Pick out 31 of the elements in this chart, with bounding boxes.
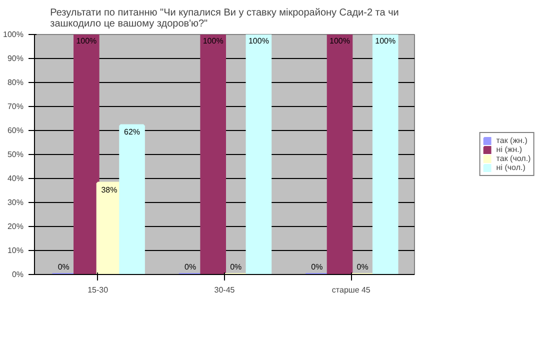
data-label: 100% bbox=[375, 36, 396, 46]
y-tick-label: 20% bbox=[7, 222, 24, 231]
y-tick-label: 60% bbox=[7, 126, 24, 135]
y-tick-label: 100% bbox=[3, 30, 24, 39]
data-label: 38% bbox=[101, 185, 118, 194]
data-label: 100% bbox=[76, 36, 97, 46]
y-tick-label: 0% bbox=[12, 270, 24, 279]
data-label: 0% bbox=[230, 262, 242, 272]
x-tick-label: старше 45 bbox=[332, 286, 371, 294]
data-label: 0% bbox=[58, 262, 70, 272]
data-label: 100% bbox=[248, 36, 269, 46]
y-tick-label: 40% bbox=[7, 174, 24, 183]
data-label: 100% bbox=[202, 36, 224, 46]
y-tick-label: 90% bbox=[7, 54, 24, 63]
y-tick-label: 80% bbox=[7, 78, 24, 87]
data-label: 62% bbox=[124, 128, 140, 137]
data-label: 100% bbox=[330, 36, 350, 46]
y-tick-label: 10% bbox=[7, 246, 24, 255]
data-label: 0% bbox=[311, 262, 323, 272]
legend-label: так (чол.) bbox=[496, 154, 531, 163]
chart-title: Результати по питанню "Чи купалися Ви у ставку мікрорайону Сади-2 та чи зашкодило це вашому здоров'ю?" bbox=[50, 8, 399, 30]
data-label: 0% bbox=[184, 262, 196, 272]
x-tick-label: 15-30 bbox=[88, 286, 109, 294]
y-tick-label: 70% bbox=[7, 102, 24, 111]
x-tick-label: 30-45 bbox=[214, 286, 236, 294]
legend-label: ні (жн.) bbox=[496, 145, 522, 154]
y-tick-label: 50% bbox=[7, 150, 24, 159]
legend-label: ні (чол.) bbox=[496, 163, 526, 172]
data-label: 0% bbox=[356, 262, 368, 272]
y-tick-label: 30% bbox=[7, 198, 24, 207]
legend-label: так (жн.) bbox=[496, 136, 528, 145]
